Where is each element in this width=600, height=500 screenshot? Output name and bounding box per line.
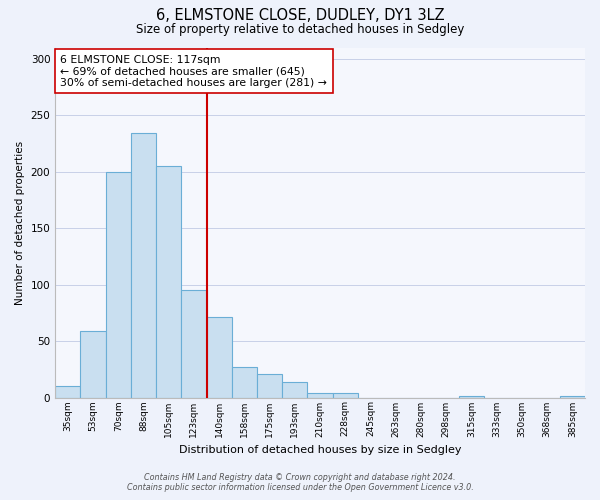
Bar — [156, 166, 181, 398]
Bar — [560, 396, 585, 398]
Text: Contains HM Land Registry data © Crown copyright and database right 2024.
Contai: Contains HM Land Registry data © Crown c… — [127, 473, 473, 492]
Bar — [181, 290, 206, 398]
Bar — [206, 318, 232, 398]
Text: Size of property relative to detached houses in Sedgley: Size of property relative to detached ho… — [136, 22, 464, 36]
Bar — [55, 386, 80, 398]
Bar — [282, 382, 307, 398]
Text: 6 ELMSTONE CLOSE: 117sqm
← 69% of detached houses are smaller (645)
30% of semi-: 6 ELMSTONE CLOSE: 117sqm ← 69% of detach… — [61, 54, 328, 88]
Text: 6, ELMSTONE CLOSE, DUDLEY, DY1 3LZ: 6, ELMSTONE CLOSE, DUDLEY, DY1 3LZ — [155, 8, 445, 22]
Y-axis label: Number of detached properties: Number of detached properties — [15, 140, 25, 304]
X-axis label: Distribution of detached houses by size in Sedgley: Distribution of detached houses by size … — [179, 445, 461, 455]
Bar — [257, 374, 282, 398]
Bar — [80, 331, 106, 398]
Bar — [307, 393, 332, 398]
Bar — [131, 134, 156, 398]
Bar — [232, 367, 257, 398]
Bar — [332, 393, 358, 398]
Bar — [459, 396, 484, 398]
Bar — [106, 172, 131, 398]
